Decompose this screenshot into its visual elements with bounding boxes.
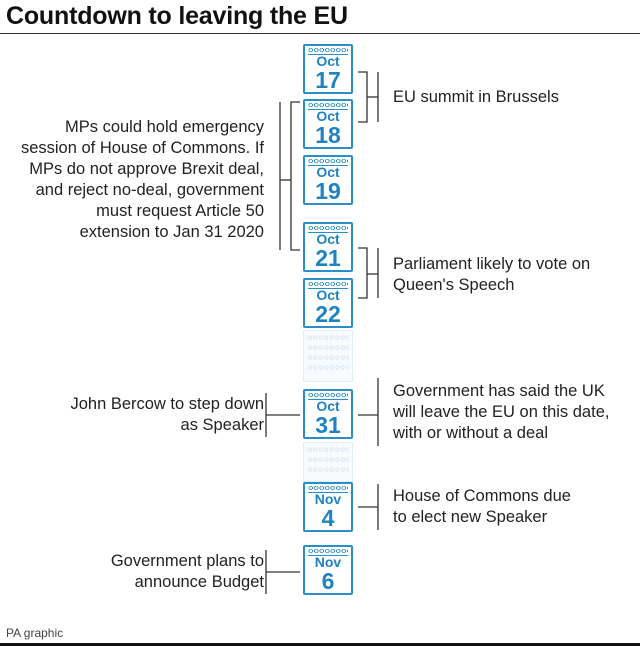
calendar-month: Oct bbox=[316, 287, 340, 303]
calendar-day: 21 bbox=[315, 245, 341, 271]
calendar-month: Oct bbox=[316, 231, 340, 247]
text-line: MPs do not approve Brexit deal, bbox=[29, 160, 264, 178]
calendar-rings-icon bbox=[308, 393, 348, 400]
calendar-date-oct-18: Oct 18 bbox=[303, 99, 353, 149]
text-line: Government plans to bbox=[110, 552, 264, 570]
source-credit: PA graphic bbox=[6, 626, 64, 640]
text-line: to elect new Speaker bbox=[393, 508, 548, 526]
text-line: House of Commons due bbox=[393, 487, 571, 505]
text-line: session of House of Commons. If bbox=[20, 139, 264, 157]
calendar-day: 19 bbox=[315, 178, 341, 204]
calendar-day: 18 bbox=[315, 122, 341, 148]
calendar-date-oct-17: Oct 17 bbox=[303, 44, 353, 94]
calendar-rings-icon bbox=[308, 486, 348, 493]
calendar-rings-icon bbox=[308, 48, 348, 55]
event-budget: Government plans to announce Budget bbox=[111, 551, 264, 593]
calendar-month: Oct bbox=[316, 398, 340, 414]
calendar-month: Oct bbox=[316, 164, 340, 180]
text-line: Queen's Speech bbox=[393, 276, 515, 294]
text-line: and reject no-deal, government bbox=[35, 181, 264, 199]
text-line: extension to Jan 31 2020 bbox=[79, 223, 264, 241]
calendar-date-oct-19: Oct 19 bbox=[303, 155, 353, 205]
calendar-rings-icon bbox=[308, 282, 348, 289]
calendar-month: Oct bbox=[316, 53, 340, 69]
calendar-date-oct-21: Oct 21 bbox=[303, 222, 353, 272]
calendar-date-nov-4: Nov 4 bbox=[303, 482, 353, 532]
text-line: with or without a deal bbox=[393, 424, 549, 442]
text-line: John Bercow to step down bbox=[70, 395, 264, 413]
calendar-rings-icon bbox=[308, 549, 348, 556]
calendar-rings-icon bbox=[308, 226, 348, 233]
event-eu-summit: EU summit in Brussels bbox=[393, 88, 559, 106]
calendar-month: Oct bbox=[316, 108, 340, 124]
calendar-rings-icon bbox=[308, 103, 348, 110]
calendar-day: 22 bbox=[315, 301, 341, 327]
calendar-day: 6 bbox=[321, 568, 335, 594]
text-line: as Speaker bbox=[180, 416, 264, 434]
calendar-month: Nov bbox=[314, 491, 342, 507]
page-title: Countdown to leaving the EU bbox=[6, 2, 348, 30]
bottom-divider bbox=[0, 643, 640, 646]
calendar-rings-icon bbox=[308, 159, 348, 166]
calendar-month: Nov bbox=[314, 554, 342, 570]
calendar-day: 31 bbox=[315, 412, 341, 438]
title-divider bbox=[0, 33, 640, 34]
calendar-date-oct-22: Oct 22 bbox=[303, 278, 353, 328]
text-line: MPs could hold emergency bbox=[64, 118, 264, 136]
calendar-date-nov-6: Nov 6 bbox=[303, 545, 353, 595]
text-line: Government has said the UK bbox=[393, 382, 605, 400]
ghost-calendar bbox=[303, 442, 353, 482]
calendar-date-oct-31: Oct 31 bbox=[303, 389, 353, 439]
text-line: will leave the EU on this date, bbox=[393, 403, 610, 421]
text-line: must request Article 50 bbox=[96, 202, 264, 220]
calendar-day: 17 bbox=[315, 67, 341, 93]
event-bercow: John Bercow to step down as Speaker bbox=[70, 394, 264, 436]
calendar-day: 4 bbox=[321, 505, 335, 531]
event-queens-speech: Parliament likely to vote on Queen's Spe… bbox=[393, 254, 590, 296]
text-line: Parliament likely to vote on bbox=[393, 255, 591, 273]
text-line: announce Budget bbox=[134, 573, 264, 591]
event-mps-emergency: MPs could hold emergency session of Hous… bbox=[21, 117, 264, 243]
event-new-speaker: House of Commons due to elect new Speake… bbox=[393, 486, 571, 528]
event-leave-date: Government has said the UK will leave th… bbox=[393, 381, 609, 444]
ghost-calendar bbox=[303, 330, 353, 382]
